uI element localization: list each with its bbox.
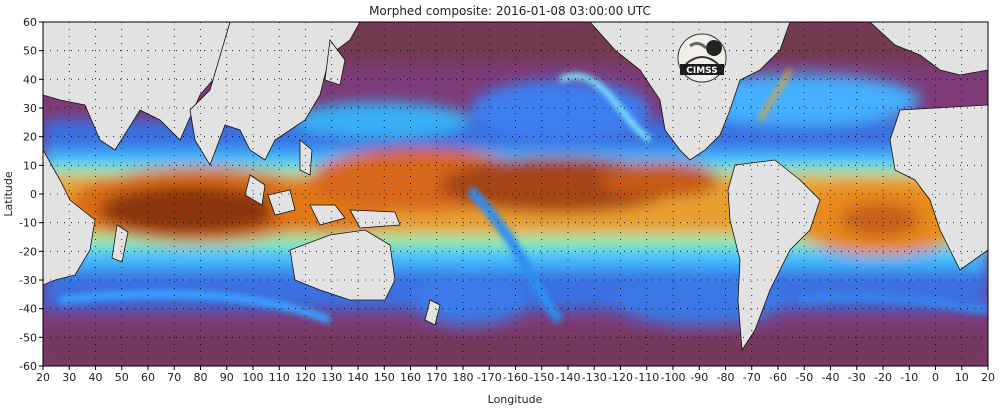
lon-tick-label: 30	[62, 371, 76, 384]
lon-tick-label: -130	[582, 371, 607, 384]
lon-tick-label: 50	[115, 371, 129, 384]
lon-tick-label: 70	[167, 371, 181, 384]
lon-tick-label: 110	[269, 371, 290, 384]
lon-tick-label: 40	[89, 371, 103, 384]
lat-tick-label: -50	[19, 331, 37, 344]
lon-tick-label: 90	[220, 371, 234, 384]
map-title: Morphed composite: 2016-01-08 03:00:00 U…	[369, 4, 651, 18]
lat-tick-label: 50	[23, 45, 37, 58]
lon-tick-label: 140	[348, 371, 369, 384]
lat-tick-label: 60	[23, 16, 37, 29]
lon-tick-label: -30	[848, 371, 866, 384]
lon-tick-label: 170	[426, 371, 447, 384]
lon-tick-label: 160	[400, 371, 421, 384]
lon-tick-label: -140	[556, 371, 581, 384]
lat-tick-label: 40	[23, 73, 37, 86]
land-masses	[43, 22, 988, 352]
lon-tick-label: -80	[717, 371, 735, 384]
lon-tick-label: 20	[36, 371, 50, 384]
lon-tick-label: -90	[690, 371, 708, 384]
logo-text: CIMSS	[686, 66, 717, 76]
lat-tick-label: 10	[23, 159, 37, 172]
lon-tick-label: 100	[243, 371, 264, 384]
lat-tick-label: 20	[23, 131, 37, 144]
lon-tick-label: 80	[194, 371, 208, 384]
lat-tick-label: 30	[23, 102, 37, 115]
lon-tick-label: 130	[321, 371, 342, 384]
y-axis-label: Latitude	[2, 171, 15, 217]
lon-tick-label: -110	[634, 371, 659, 384]
lon-tick-label: -10	[900, 371, 918, 384]
lon-tick-label: -150	[529, 371, 554, 384]
lon-tick-label: -60	[769, 371, 787, 384]
x-axis-label: Longitude	[488, 393, 543, 406]
lon-tick-label: -160	[503, 371, 528, 384]
lat-tick-label: -10	[19, 217, 37, 230]
lon-tick-label: 20	[981, 371, 995, 384]
cimss-logo: CIMSS	[677, 33, 727, 83]
lon-tick-label: -100	[661, 371, 686, 384]
lon-tick-label: -40	[822, 371, 840, 384]
lat-tick-label: -20	[19, 245, 37, 258]
plot-area: CIMSS	[43, 22, 988, 366]
lat-tick-label: 0	[30, 188, 37, 201]
lon-tick-label: -120	[608, 371, 633, 384]
lon-tick-label: -170	[477, 371, 502, 384]
lon-tick-label: 120	[295, 371, 316, 384]
lon-tick-label: 60	[141, 371, 155, 384]
lat-tick-label: -40	[19, 303, 37, 316]
lat-tick-label: -30	[19, 274, 37, 287]
latitude-ticks: 60 50 40 30 20 10 0 -10 -20 -30 -40 -50 -60	[19, 16, 43, 373]
lon-tick-label: 10	[955, 371, 969, 384]
lon-tick-label: -50	[795, 371, 813, 384]
lon-tick-label: 180	[453, 371, 474, 384]
lat-tick-label: -60	[19, 360, 37, 373]
longitude-ticks: 20 30 40 50 60 70 80 90 100 110 120 130 140 150 160 170…	[36, 366, 995, 384]
lon-tick-label: -70	[743, 371, 761, 384]
lon-tick-label: 150	[374, 371, 395, 384]
lon-tick-label: 0	[932, 371, 939, 384]
lon-tick-label: -20	[874, 371, 892, 384]
